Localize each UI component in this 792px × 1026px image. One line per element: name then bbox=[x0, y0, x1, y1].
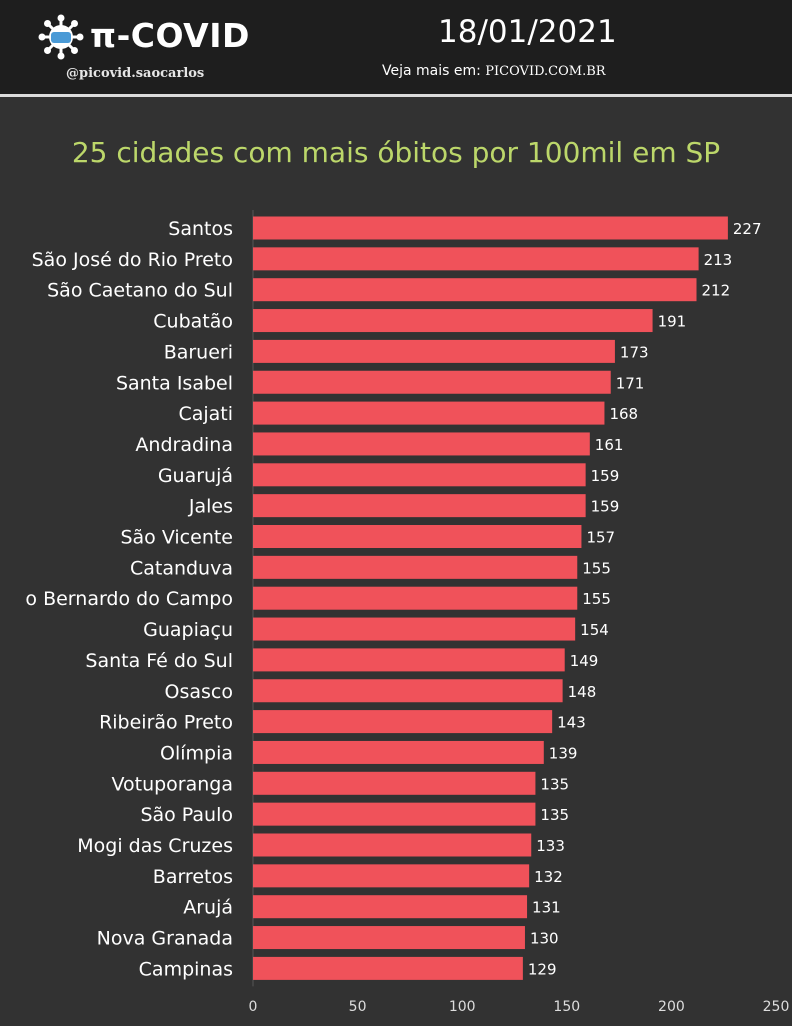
category-label: Osasco bbox=[165, 681, 233, 703]
bar bbox=[253, 833, 532, 857]
category-label: Andradina bbox=[135, 434, 233, 456]
data-label: 132 bbox=[534, 868, 563, 886]
category-label: Olímpia bbox=[160, 742, 233, 764]
data-label: 143 bbox=[557, 714, 586, 732]
data-label: 139 bbox=[549, 744, 578, 762]
data-label: 213 bbox=[704, 251, 733, 269]
category-label: Ribeirão Preto bbox=[99, 712, 233, 734]
category-label: Santa Isabel bbox=[116, 372, 233, 394]
see-more: Veja mais em: PICOVID.COM.BR bbox=[382, 63, 606, 79]
bar bbox=[253, 586, 578, 610]
data-label: 131 bbox=[532, 899, 561, 917]
bar bbox=[253, 555, 578, 579]
category-label: Arujá bbox=[183, 897, 233, 919]
bar bbox=[253, 401, 605, 425]
category-label: Guarujá bbox=[158, 465, 233, 487]
x-tick-label: 0 bbox=[249, 999, 258, 1015]
bar bbox=[253, 370, 611, 394]
bar bbox=[253, 247, 699, 271]
category-label: Catanduva bbox=[130, 557, 233, 579]
category-label: São José do Rio Preto bbox=[32, 249, 233, 271]
bar bbox=[253, 679, 563, 703]
bar bbox=[253, 802, 536, 826]
data-label: 133 bbox=[536, 837, 565, 855]
data-label: 168 bbox=[609, 405, 638, 423]
data-label: 159 bbox=[591, 498, 620, 516]
x-tick-label: 150 bbox=[553, 999, 580, 1015]
data-label: 155 bbox=[582, 559, 611, 577]
category-label: Cubatão bbox=[153, 311, 233, 333]
bar bbox=[253, 463, 586, 487]
bar bbox=[253, 710, 553, 734]
bar bbox=[253, 216, 728, 240]
category-label: Santa Fé do Sul bbox=[85, 650, 233, 672]
data-label: 135 bbox=[540, 806, 569, 824]
bar bbox=[253, 926, 525, 950]
data-label: 130 bbox=[530, 930, 559, 948]
bar bbox=[253, 278, 697, 302]
data-label: 171 bbox=[616, 374, 645, 392]
social-handle: @picovid.saocarlos bbox=[66, 66, 205, 81]
data-label: 157 bbox=[586, 529, 615, 547]
data-label: 212 bbox=[702, 282, 731, 300]
bar bbox=[253, 494, 586, 518]
bar bbox=[253, 956, 523, 980]
category-label: Votuporanga bbox=[111, 773, 233, 795]
data-label: 159 bbox=[591, 467, 620, 485]
virus-icon bbox=[38, 14, 84, 60]
bar bbox=[253, 339, 615, 363]
category-label: o Bernardo do Campo bbox=[25, 588, 233, 610]
bar bbox=[253, 648, 565, 672]
category-label: Campinas bbox=[139, 958, 233, 980]
data-label: 154 bbox=[580, 621, 609, 639]
data-label: 149 bbox=[570, 652, 599, 670]
data-label: 148 bbox=[568, 683, 597, 701]
bar bbox=[253, 432, 590, 456]
category-label: Santos bbox=[168, 218, 233, 240]
x-tick-label: 250 bbox=[763, 999, 790, 1015]
data-label: 173 bbox=[620, 343, 649, 361]
website-link[interactable]: PICOVID.COM.BR bbox=[485, 64, 606, 79]
header-bar bbox=[0, 0, 792, 94]
chart-title: 25 cidades com mais óbitos por 100mil em… bbox=[71, 136, 721, 169]
data-label: 155 bbox=[582, 590, 611, 608]
report-date: 18/01/2021 bbox=[438, 14, 617, 50]
category-label: Nova Granada bbox=[97, 928, 233, 950]
category-label: Barretos bbox=[153, 866, 233, 888]
brand-name: π-COVID bbox=[90, 16, 250, 55]
category-label: São Caetano do Sul bbox=[47, 280, 233, 302]
data-label: 191 bbox=[658, 313, 687, 331]
bar bbox=[253, 740, 544, 764]
data-label: 227 bbox=[733, 220, 762, 238]
bar bbox=[253, 617, 576, 641]
x-tick-label: 100 bbox=[449, 999, 476, 1015]
data-label: 129 bbox=[528, 960, 557, 978]
bar bbox=[253, 309, 653, 333]
category-label: Mogi das Cruzes bbox=[77, 835, 233, 857]
bar bbox=[253, 895, 528, 919]
header-divider bbox=[0, 94, 792, 97]
category-label: São Vicente bbox=[120, 527, 233, 549]
x-tick-label: 50 bbox=[349, 999, 367, 1015]
data-label: 135 bbox=[540, 775, 569, 793]
bar bbox=[253, 864, 530, 888]
bar bbox=[253, 525, 582, 548]
category-label: São Paulo bbox=[140, 804, 233, 826]
bar bbox=[253, 771, 536, 795]
data-label: 161 bbox=[595, 436, 624, 454]
category-label: Barueri bbox=[164, 341, 233, 363]
category-label: Jales bbox=[188, 496, 233, 518]
category-label: Guapiaçu bbox=[143, 619, 233, 641]
category-label: Cajati bbox=[178, 403, 233, 425]
x-tick-label: 200 bbox=[658, 999, 685, 1015]
see-more-label: Veja mais em: bbox=[382, 63, 481, 79]
